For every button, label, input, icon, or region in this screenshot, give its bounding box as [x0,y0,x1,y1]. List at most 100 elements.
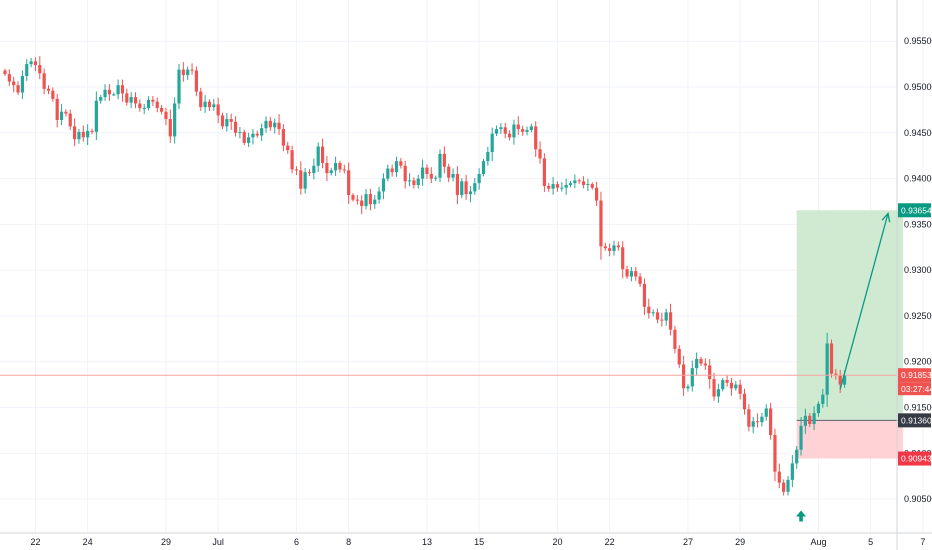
candle-body [190,69,194,71]
candle-body [247,137,251,143]
x-tick-label: 27 [683,537,693,547]
candle-body [816,403,821,414]
candle-body [164,111,168,120]
candle-body [94,100,98,132]
candle-body [399,161,403,166]
loss-zone [796,420,904,459]
candle-body [12,81,16,86]
candle-body [212,104,216,108]
candle-body [612,245,616,251]
candle-body [734,384,738,389]
candle-body [294,169,299,171]
candle-body [390,168,394,173]
candle-body [729,382,734,389]
candle-body [651,312,655,314]
candle-body [242,131,246,143]
candle-body [386,168,390,179]
candle-body [682,364,686,389]
candle-body [808,415,812,425]
candle-body [599,200,603,247]
candle-body [721,380,725,390]
candle-body [695,358,699,369]
entry-price-tag-bg [898,413,931,428]
candle-body [486,152,490,162]
candle-body [320,146,325,164]
candle-body [55,98,59,120]
candle-body [499,127,503,130]
candle-body [281,129,285,146]
candle-body [829,343,834,374]
x-tick-label: 29 [735,537,745,547]
candle-body [755,421,760,423]
candles [3,56,847,496]
candle-body [825,343,829,395]
candle-body [64,111,68,114]
candle-body [146,99,151,109]
candle-body [412,180,416,185]
candle-body [286,145,290,151]
candle-body [590,184,594,188]
candle-body [468,191,473,195]
candle-body [690,368,694,387]
candle-body [112,94,116,96]
candle-body [699,358,703,364]
candle-body [538,149,542,159]
candle-body [442,153,446,167]
candle-body [381,178,386,192]
candle-body [534,126,538,150]
candle-body [799,425,803,450]
candle-body [129,97,133,103]
countdown-label: 03:27:44 [901,384,932,394]
candle-body [251,133,255,138]
candle-body [86,130,90,138]
candle-body [20,76,24,93]
candle-body [29,61,33,65]
candle-body [160,108,164,112]
x-tick-label: 22 [605,537,615,547]
candle-body [490,133,494,153]
candle-body [42,73,46,89]
target-price-tag-bg [898,203,931,218]
candle-body [273,122,277,128]
candle-body [455,174,459,196]
candle-body [434,177,438,179]
candle-body [155,101,159,109]
candle-body [577,180,581,182]
candle-body [725,380,729,383]
stop-price-tag: 0.90943 [901,454,932,464]
candle-body [473,183,477,192]
x-tick-label: 13 [422,537,432,547]
candle-body [338,163,342,170]
current-price-tag: 0.91853 [901,370,932,380]
candle-body [529,126,533,131]
candle-body [812,413,816,425]
candle-body [429,174,433,179]
candle-body [264,120,268,129]
candle-body [586,184,590,186]
candle-body [260,128,264,136]
x-tick-label: 24 [83,537,93,547]
candle-body [207,101,212,108]
candle-body [803,415,807,426]
candle-body [747,409,751,427]
candle-body [334,163,338,171]
candle-body [421,167,425,179]
candle-body [638,276,642,284]
candle-body [742,393,747,410]
candle-body [782,482,786,492]
candle-body [494,129,499,134]
candle-body [647,306,651,314]
y-tick-label: 0.95500 [904,36,932,46]
candle-body [216,104,220,116]
candle-body [673,329,677,349]
x-tick-label: Jul [212,537,224,547]
candle-body [503,127,507,134]
candle-body [608,248,612,251]
candle-body [416,178,420,185]
candle-body [194,70,198,92]
